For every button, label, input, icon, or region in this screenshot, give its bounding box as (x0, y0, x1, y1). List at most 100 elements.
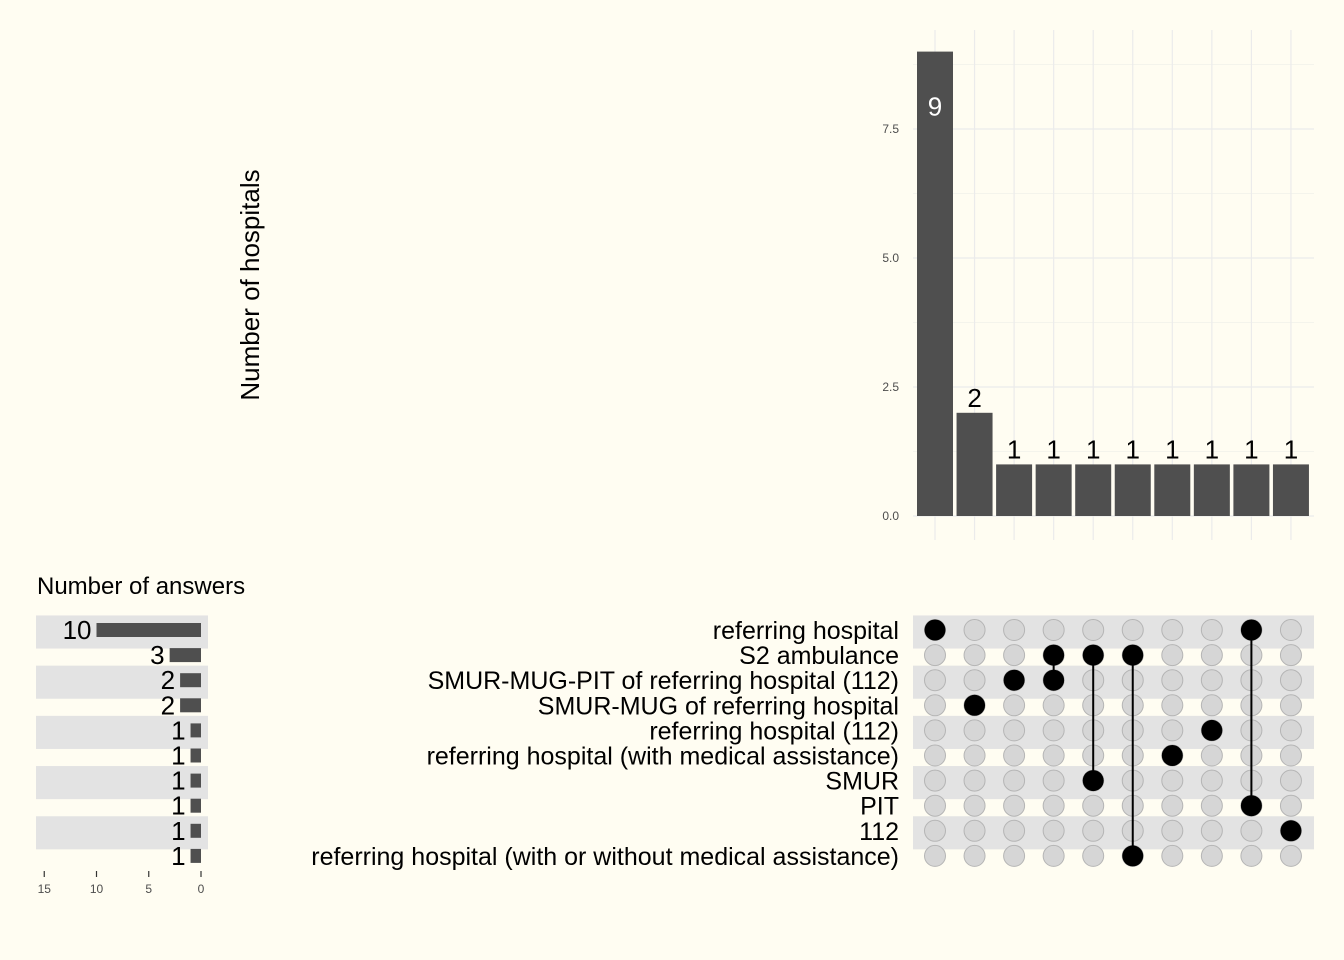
matrix-dot-active (1161, 745, 1183, 766)
matrix-dot-inactive (924, 769, 946, 792)
intersection-bar-label: 9 (928, 92, 942, 122)
matrix-dot-inactive (1279, 619, 1302, 641)
matrix-dot-inactive (924, 744, 946, 767)
x-tick-label: 5 (145, 882, 152, 896)
matrix-dot-inactive (1082, 619, 1105, 641)
matrix-dot-inactive (1042, 794, 1065, 817)
matrix-dot-inactive (1161, 819, 1184, 842)
set-size-label: 1 (171, 715, 185, 745)
matrix-dot-inactive (1042, 819, 1065, 842)
set-size-bar (180, 673, 201, 688)
matrix-dot-active (1043, 669, 1065, 691)
matrix-dot-active (1201, 719, 1223, 741)
set-name-label: SMUR-MUG-PIT of referring hospital (112) (428, 667, 899, 695)
matrix-dot-inactive (1279, 644, 1302, 667)
matrix-dot-inactive (963, 794, 986, 817)
set-name-label: referring hospital (713, 617, 899, 645)
intersection-bar (996, 464, 1033, 516)
matrix-dot-active (1003, 669, 1025, 691)
matrix-dot-inactive (1279, 794, 1302, 817)
matrix-dot-inactive (1240, 819, 1263, 842)
matrix-dot-inactive (924, 719, 946, 742)
matrix-dot-inactive (1042, 744, 1065, 767)
set-size-bar (190, 848, 201, 863)
intersection-bar (1035, 464, 1072, 516)
matrix-dot-inactive (1200, 744, 1223, 767)
matrix-dot-inactive (1279, 719, 1302, 742)
set-size-label: 10 (63, 615, 92, 645)
matrix-dot-active (1082, 644, 1104, 666)
intersection-bar-label: 1 (1126, 434, 1140, 464)
set-size-label: 1 (171, 841, 185, 871)
matrix-dot-inactive (1003, 819, 1026, 842)
set-size-label: 2 (161, 690, 175, 720)
matrix-dot-inactive (963, 769, 986, 792)
set-size-label: 1 (171, 766, 185, 796)
matrix-dot-inactive (963, 819, 986, 842)
set-size-bar (180, 698, 201, 713)
intersection-y-axis-title: Number of hospitals (235, 169, 265, 400)
x-tick-label: 0 (198, 882, 205, 896)
matrix-dot-inactive (963, 669, 986, 692)
set-size-bar (190, 773, 201, 788)
matrix-dot-inactive (1042, 719, 1065, 742)
matrix-dot-inactive (1082, 844, 1105, 867)
matrix-dot-inactive (1161, 844, 1184, 867)
matrix-dot-inactive (1279, 669, 1302, 692)
set-name-label: PIT (860, 793, 899, 821)
set-size-bar (96, 623, 201, 637)
matrix-dot-inactive (1082, 819, 1105, 842)
set-size-label: 1 (171, 741, 185, 771)
matrix-dot-inactive (1161, 619, 1184, 641)
matrix-dot-inactive (1042, 844, 1065, 867)
x-tick-label: 15 (38, 882, 52, 896)
matrix-dot-inactive (1003, 844, 1026, 867)
matrix-dot-inactive (1200, 794, 1223, 817)
matrix-dot-inactive (1042, 769, 1065, 792)
intersection-bar-label: 1 (1165, 434, 1179, 464)
intersection-matrix (924, 619, 1302, 867)
matrix-dot-inactive (963, 844, 986, 867)
matrix-dot-inactive (1161, 669, 1184, 692)
matrix-dot-active (924, 619, 946, 641)
intersection-bar (1233, 464, 1270, 516)
y-tick-label: 2.5 (882, 380, 899, 394)
matrix-dot-active (1240, 795, 1262, 817)
matrix-dot-inactive (963, 744, 986, 767)
matrix-dot-inactive (924, 669, 946, 692)
set-size-title: Number of answers (37, 573, 245, 600)
matrix-dot-inactive (1003, 694, 1026, 717)
set-size-label: 2 (161, 665, 175, 695)
set-name-label: SMUR-MUG of referring hospital (538, 692, 899, 720)
intersection-bar (1114, 464, 1151, 516)
set-size-bar (190, 798, 201, 813)
matrix-dot-inactive (1200, 644, 1223, 667)
matrix-dot-active (1122, 845, 1144, 867)
set-size-x-axis: 15 10 5 0 (38, 871, 205, 896)
matrix-dot-inactive (1003, 744, 1026, 767)
matrix-dot-inactive (1200, 669, 1223, 692)
intersection-bar (917, 51, 953, 516)
matrix-dot-active (964, 694, 986, 716)
intersection-bar-label: 1 (1244, 434, 1258, 464)
matrix-dot-inactive (1279, 744, 1302, 767)
intersection-bar-label: 1 (1284, 434, 1298, 464)
intersection-bar-label: 1 (1086, 434, 1100, 464)
intersection-bar-label: 2 (967, 383, 981, 413)
matrix-dot-inactive (1121, 619, 1144, 641)
set-size-label: 1 (171, 816, 185, 846)
set-size-bar (190, 823, 201, 838)
matrix-dot-inactive (1003, 719, 1026, 742)
matrix-dot-inactive (1161, 644, 1184, 667)
intersection-bar (956, 412, 993, 516)
intersection-y-axis: 0.0 2.5 5.0 7.5 (882, 122, 899, 523)
y-tick-label: 5.0 (882, 251, 899, 265)
matrix-dot-inactive (1161, 769, 1184, 792)
matrix-dot-inactive (1200, 769, 1223, 792)
matrix-dot-inactive (1279, 694, 1302, 717)
set-size-label: 1 (171, 791, 185, 821)
matrix-dot-active (1240, 619, 1262, 641)
